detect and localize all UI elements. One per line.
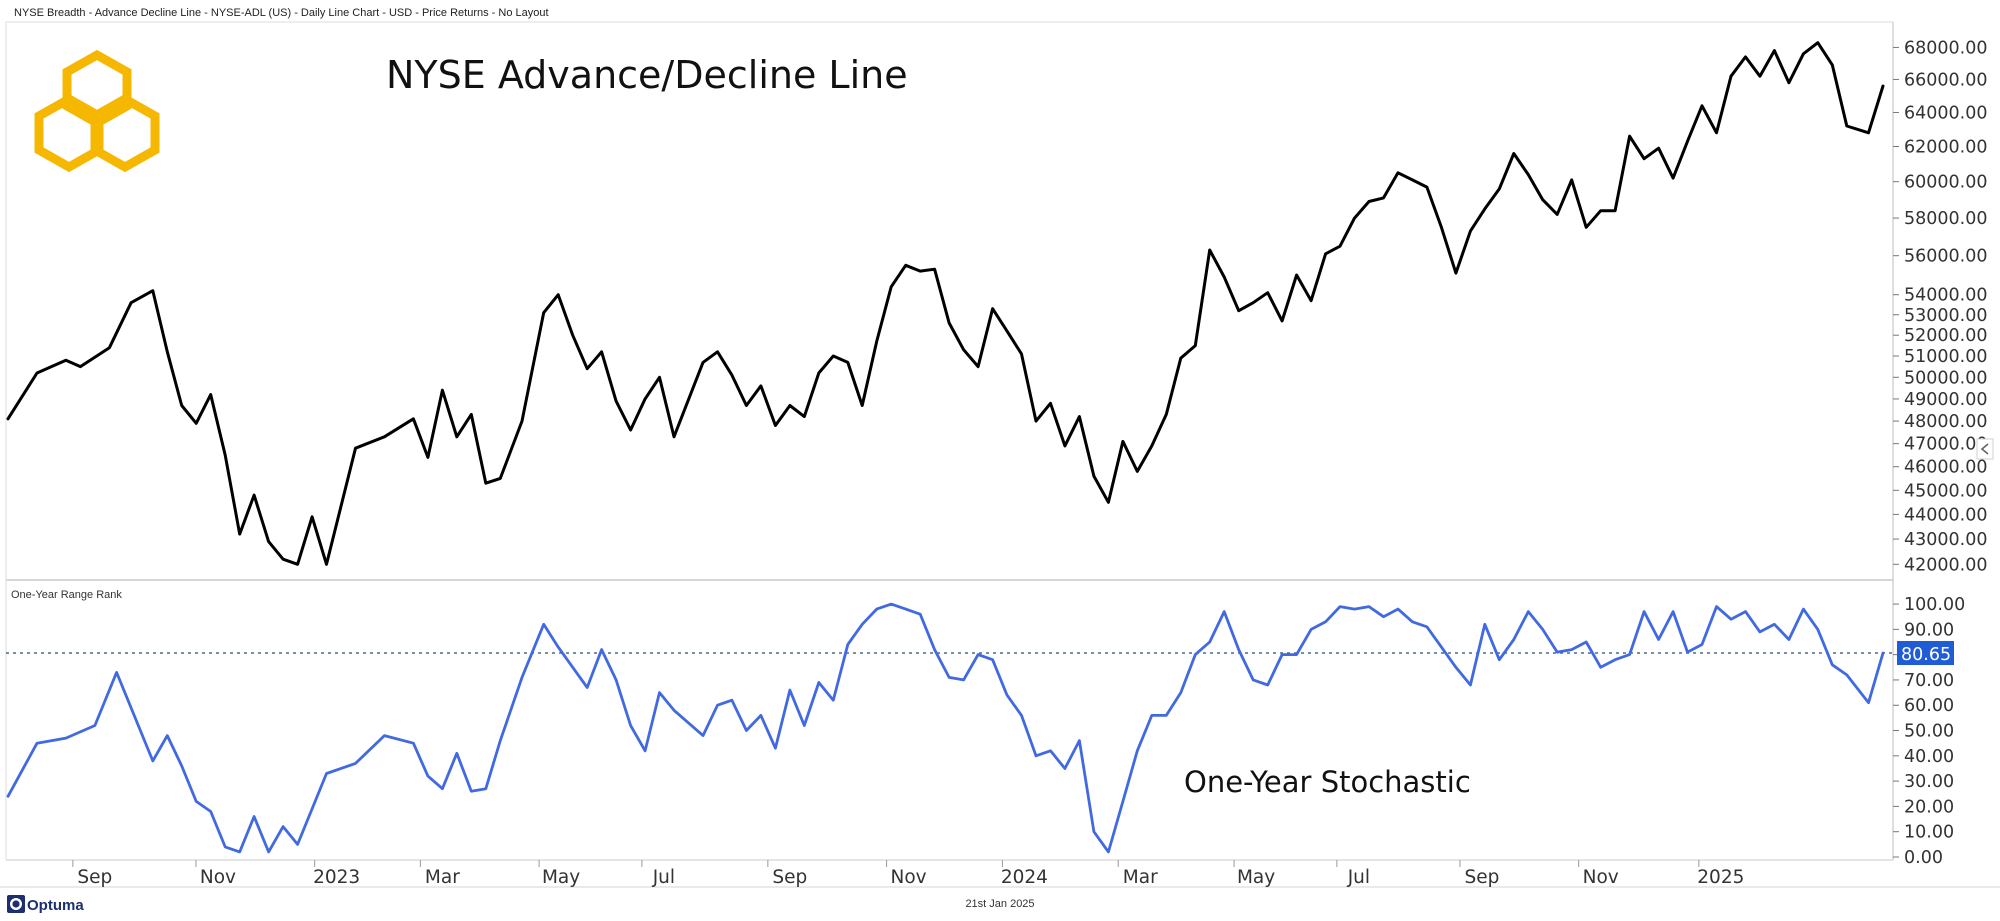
- xtick-label: Sep: [1465, 867, 1500, 888]
- last-value-badge: [1897, 641, 1954, 666]
- adl-series-line: [6, 41, 1885, 566]
- adl-ytick-label: 48000.00: [1904, 412, 1988, 432]
- xtick-label: Sep: [772, 867, 807, 888]
- adl-ytick-label: 47000.00: [1904, 435, 1988, 455]
- adl-plot-area: 42000.00 43000.00 44000.00 45000.00 46000.00…: [6, 38, 1988, 575]
- adl-ytick-label: 51000.00: [1904, 347, 1988, 367]
- adl-ytick-label: 62000.00: [1904, 138, 1988, 158]
- stoch-ytick-label: 30.00: [1904, 772, 1954, 792]
- xtick-label: 2024: [1001, 867, 1048, 888]
- adl-ytick-label: 44000.00: [1904, 505, 1988, 525]
- adl-ytick-label: 66000.00: [1904, 70, 1988, 90]
- xtick-label: Nov: [200, 867, 236, 888]
- stoch-ytick-label: 0.00: [1904, 848, 1943, 868]
- chevron-left-icon[interactable]: [1976, 438, 1994, 460]
- lower-panel-label: One-Year Range Rank: [11, 589, 122, 601]
- adl-ytick-label: 52000.00: [1904, 326, 1988, 346]
- stochastic-title: One-Year Stochastic: [1184, 765, 1471, 799]
- xtick-label: Jul: [1347, 867, 1370, 888]
- adl-ytick-label: 50000.00: [1904, 368, 1988, 388]
- stoch-ytick-label: 40.00: [1904, 747, 1954, 767]
- stoch-ytick-label: 60.00: [1904, 696, 1954, 716]
- stoch-ytick-label: 90.00: [1904, 620, 1954, 640]
- stoch-series-line: [6, 602, 1885, 854]
- stoch-ytick-label: 50.00: [1904, 722, 1954, 742]
- xtick-label: Jul: [652, 867, 675, 888]
- adl-ytick-label: 45000.00: [1904, 481, 1988, 501]
- adl-ytick-label: 64000.00: [1904, 103, 1988, 123]
- xtick-label: Sep: [77, 867, 112, 888]
- xtick-label: Nov: [1583, 867, 1619, 888]
- footer-date: 21st Jan 2025: [965, 898, 1034, 910]
- stoch-ytick-label: 20.00: [1904, 797, 1954, 817]
- xtick-label: Mar: [425, 867, 460, 888]
- adl-ytick-label: 49000.00: [1904, 390, 1988, 410]
- last-value-badge-text: 80.65: [1901, 645, 1951, 665]
- stochastic-plot-area: 0.00 10.00 20.00 30.00 40.00 50.00 60.00 70.00 8…: [6, 595, 1965, 868]
- adl-ytick-label: 54000.00: [1904, 286, 1988, 306]
- optuma-brand: Optuma: [7, 895, 84, 914]
- optuma-o-icon: [7, 895, 25, 913]
- xtick-label: 2023: [313, 867, 360, 888]
- chart-header: NYSE Breadth - Advance Decline Line - NY…: [14, 7, 549, 19]
- adl-chart-title: NYSE Advance/Decline Line: [386, 53, 908, 97]
- xtick-label: Mar: [1123, 867, 1158, 888]
- adl-ytick-label: 60000.00: [1904, 173, 1988, 193]
- adl-ytick-label: 58000.00: [1904, 209, 1988, 229]
- stoch-ytick-label: 70.00: [1904, 671, 1954, 691]
- adl-ytick-label: 53000.00: [1904, 306, 1988, 326]
- hexagon-knot-logo-icon: [34, 49, 160, 173]
- xtick-label: May: [542, 867, 580, 888]
- xtick-label: May: [1237, 867, 1275, 888]
- adl-ytick-label: 43000.00: [1904, 530, 1988, 550]
- xtick-label: Nov: [891, 867, 927, 888]
- stoch-ytick-label: 10.00: [1904, 823, 1954, 843]
- optuma-brand-text: Optuma: [27, 897, 84, 914]
- x-axis: Sep Nov 2023 Mar May Jul Sep Nov 2024 Mar May Jul Se…: [72, 860, 1744, 888]
- stoch-ytick-label: 100.00: [1904, 595, 1965, 615]
- adl-ytick-label: 42000.00: [1904, 555, 1988, 575]
- xtick-label: 2025: [1697, 867, 1744, 888]
- adl-ytick-label: 56000.00: [1904, 247, 1988, 267]
- adl-ytick-label: 68000.00: [1904, 38, 1988, 58]
- adl-ytick-label: 46000.00: [1904, 458, 1988, 478]
